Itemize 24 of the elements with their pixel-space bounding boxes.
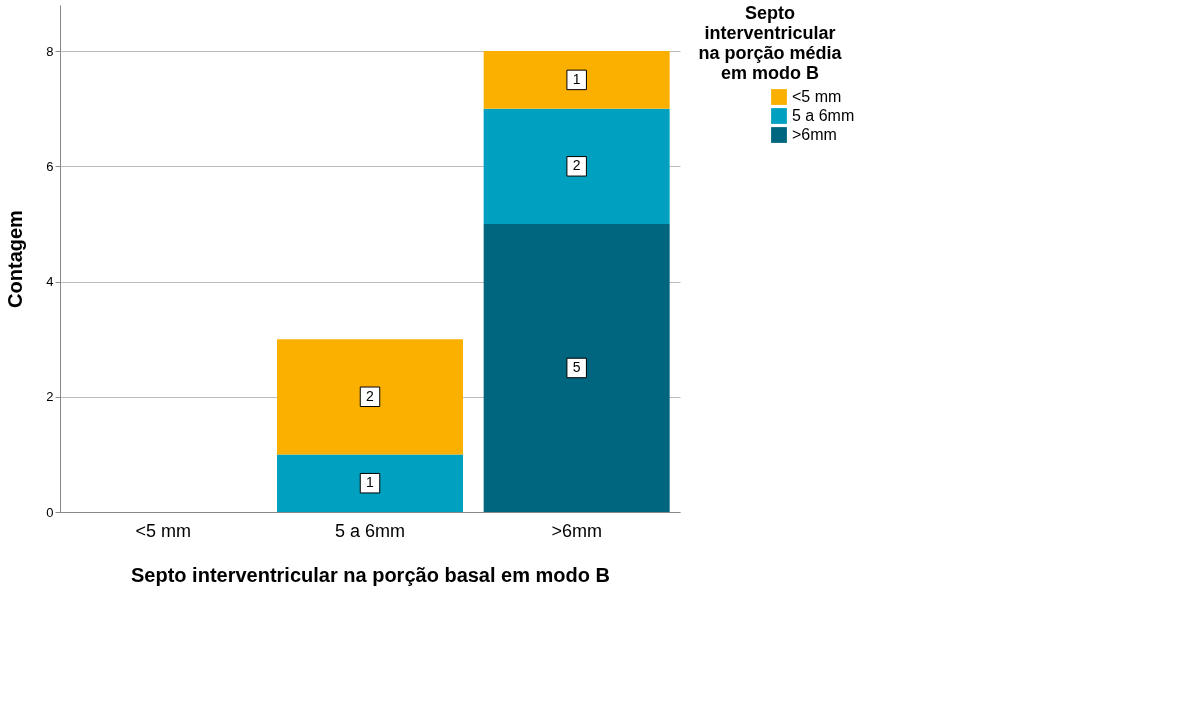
bar [277,339,463,455]
data-label: 2 [366,387,375,404]
bar [277,454,463,512]
x-tick-label: 5 a 6mm [334,520,406,541]
data-label: 2 [572,157,581,174]
y-tick-label: 8 [46,43,54,59]
y-tick-label: 2 [46,389,54,405]
y-axis-title: Contagem [4,210,27,308]
legend-label: <5 mm [792,88,842,105]
bar [483,108,670,224]
bar [483,223,670,512]
bar [483,51,670,109]
y-tick-label: 6 [46,158,54,174]
y-tick-label: 0 [46,504,54,520]
x-tick-label: >6mm [551,520,602,541]
data-label: 1 [366,474,375,491]
data-label: 5 [572,358,581,375]
legend-label: 5 a 6mm [792,107,855,124]
data-label: 1 [572,70,581,87]
x-axis-title: Septo interventricular na porção basal em modo B [130,563,611,586]
y-tick-label: 4 [46,274,54,290]
x-tick-label: <5 mm [135,520,192,541]
legend-title: Septo interventricular na porção média em modo B [698,3,843,83]
legend-label: >6mm [792,126,837,143]
